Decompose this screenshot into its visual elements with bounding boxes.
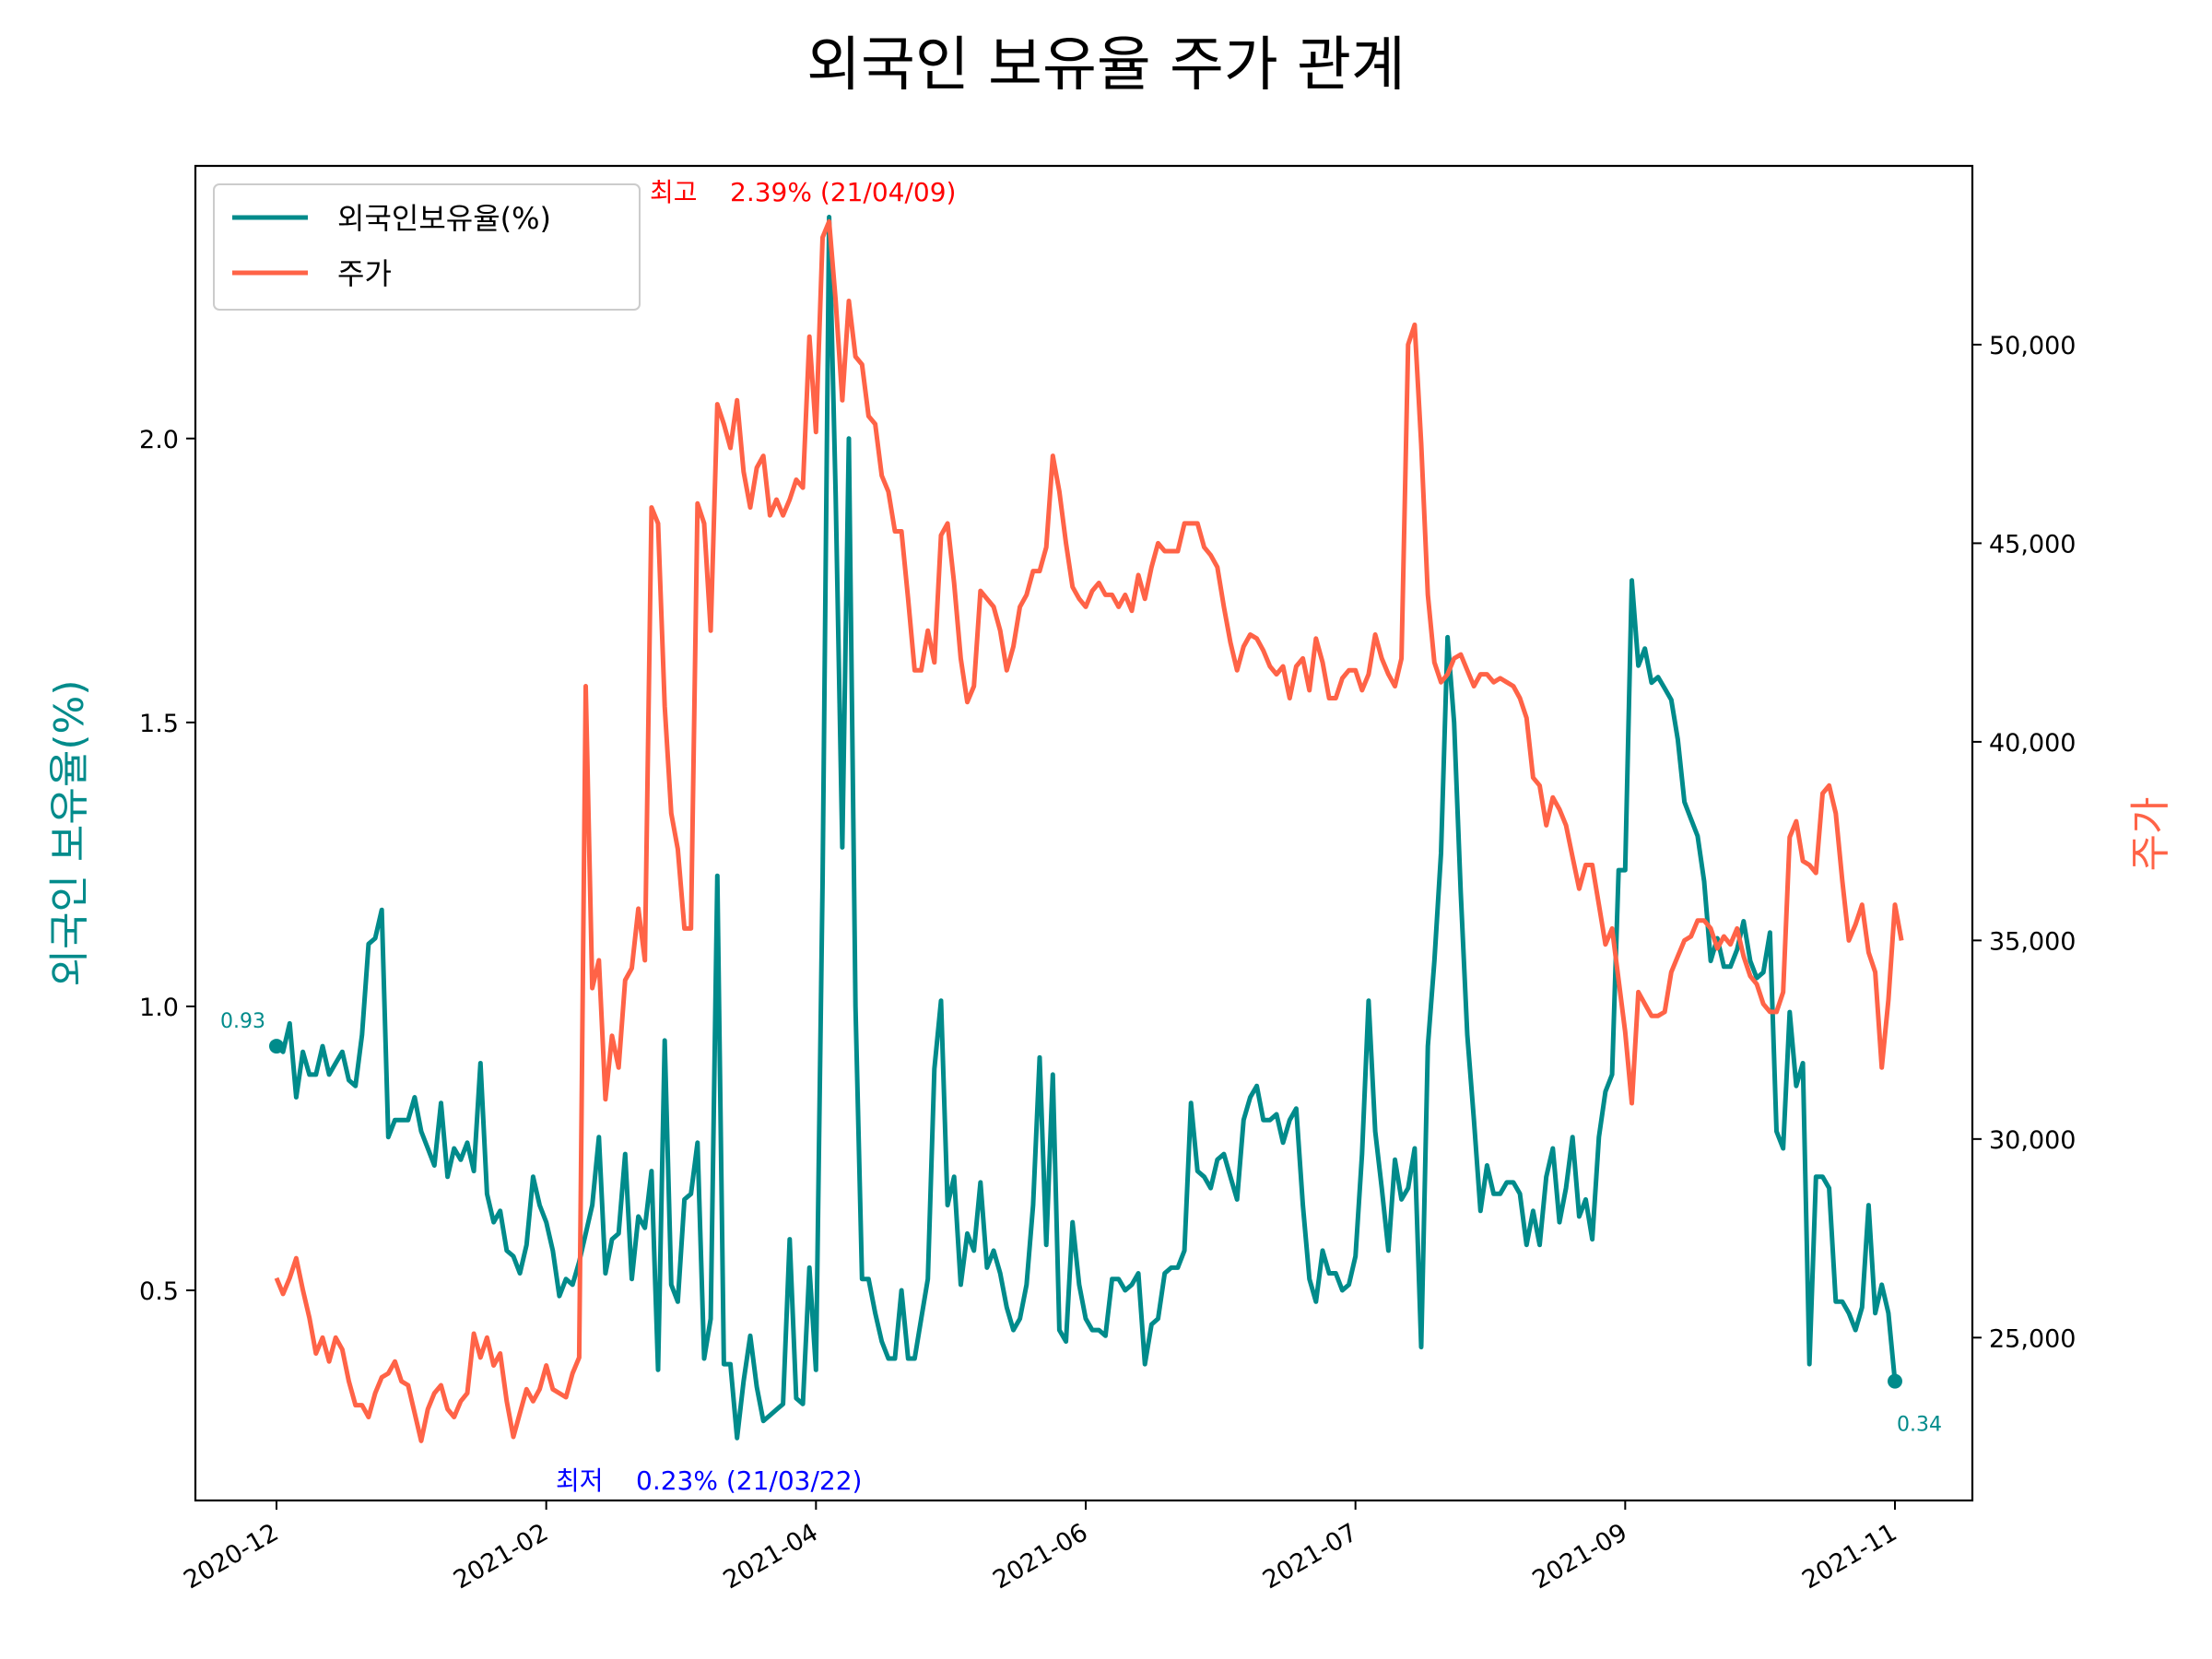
min-prefix-label: 최저: [556, 1465, 604, 1496]
chart-title: 외국인 보유율 주가 관계: [806, 31, 1406, 100]
max-prefix-label: 최고: [650, 177, 698, 207]
y-right-tick-label: 50,000: [1989, 332, 2076, 360]
x-tick-label: 2020-12: [179, 1518, 283, 1594]
legend: 외국인보유율(%) 주가: [213, 183, 641, 311]
x-tick-label: 2021-06: [988, 1518, 1092, 1594]
y-right-tick-label: 45,000: [1989, 530, 2076, 559]
legend-label: 주가: [337, 256, 392, 291]
series-line-price: [274, 218, 1904, 1443]
x-tick-label: 2021-11: [1797, 1518, 1901, 1594]
x-tick-label: 2021-07: [1258, 1518, 1362, 1594]
min-annotation: 0.23% (21/03/22): [636, 1465, 862, 1496]
y-right-tick-label: 25,000: [1989, 1324, 2076, 1353]
plot-frame: [194, 164, 1974, 1502]
series-line-foreign-ratio: [275, 215, 1898, 1441]
y-right-tick-label: 30,000: [1989, 1126, 2076, 1155]
x-tick-label: 2021-02: [449, 1518, 553, 1594]
y-left-tick-label: 1.5: [139, 710, 179, 738]
end-point-marker: [1888, 1373, 1902, 1389]
y-right-tick-label: 35,000: [1989, 927, 2076, 956]
y-right-tick-label: 40,000: [1989, 729, 2076, 758]
y-left-tick-label: 2.0: [139, 426, 179, 454]
y-left-tick-label: 1.0: [139, 994, 179, 1022]
start-value-label: 0.93: [220, 1010, 265, 1033]
y-left-tick-label: 0.5: [139, 1277, 179, 1306]
y-left-axis-label: 외국인 보유율(%): [46, 679, 93, 986]
x-tick-label: 2021-09: [1528, 1518, 1632, 1594]
x-tick-label: 2021-04: [719, 1518, 823, 1594]
max-annotation: 2.39% (21/04/09): [730, 177, 956, 207]
end-value-label: 0.34: [1897, 1414, 1942, 1437]
y-right-axis-label: 주가: [2127, 797, 2174, 872]
legend-label: 외국인보유율(%): [337, 201, 551, 236]
start-point-marker: [269, 1039, 284, 1054]
legend-box: [213, 183, 641, 311]
